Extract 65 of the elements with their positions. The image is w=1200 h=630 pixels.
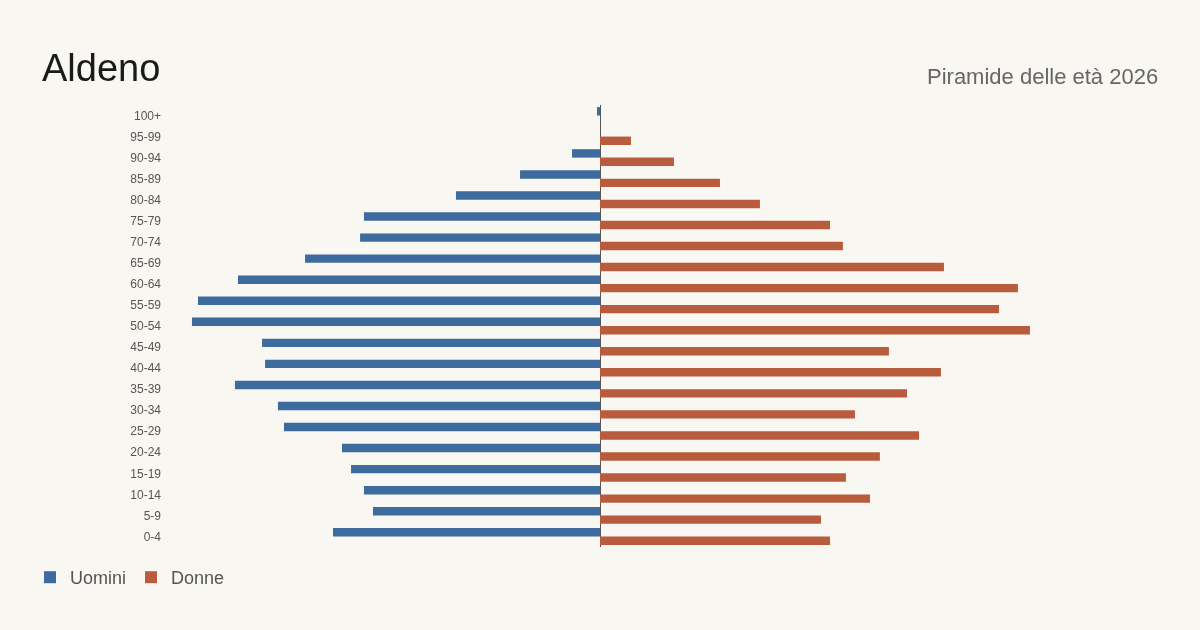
bar xyxy=(572,149,600,158)
bar xyxy=(600,536,831,545)
y-tick-label: 60-64 xyxy=(130,277,162,292)
bar xyxy=(600,157,674,167)
y-tick-label: 90-94 xyxy=(130,150,162,165)
chart-subtitle: Piramide delle età 2026 xyxy=(927,64,1159,89)
bar xyxy=(277,401,600,411)
bar xyxy=(600,494,871,503)
bar xyxy=(600,304,999,314)
y-tick-label: 35-39 xyxy=(130,382,162,397)
bar xyxy=(363,212,600,221)
y-tick-label: 75-79 xyxy=(130,213,162,228)
bar xyxy=(455,191,600,200)
bar xyxy=(600,473,846,482)
y-tick-label: 30-34 xyxy=(130,403,162,418)
y-tick-label: 20-24 xyxy=(130,445,162,460)
bar xyxy=(600,410,855,419)
bar xyxy=(363,485,600,495)
bar xyxy=(197,296,600,305)
bar xyxy=(265,359,600,369)
bar xyxy=(283,422,600,432)
y-tick-label: 10-14 xyxy=(130,487,162,502)
y-tick-label: 15-19 xyxy=(130,466,162,481)
y-tick-label: 0-4 xyxy=(143,529,162,544)
bar xyxy=(600,283,1018,293)
y-tick-label: 45-49 xyxy=(130,340,162,355)
bar xyxy=(234,380,600,390)
y-tick-label: 85-89 xyxy=(130,171,162,186)
bar xyxy=(305,254,600,263)
bar xyxy=(600,431,920,440)
y-tick-label: 25-29 xyxy=(130,424,162,439)
bar xyxy=(600,262,944,272)
bar xyxy=(332,528,600,537)
legend-label: Uomini xyxy=(70,568,127,589)
y-tick-label: 40-44 xyxy=(130,361,162,376)
bar xyxy=(262,338,600,348)
bar xyxy=(596,107,600,116)
y-tick-label: 65-69 xyxy=(130,256,162,271)
bar xyxy=(600,368,941,377)
bar xyxy=(600,515,821,524)
bar xyxy=(342,443,600,453)
bar xyxy=(600,136,631,145)
bar xyxy=(520,170,600,179)
bar xyxy=(372,507,600,516)
bar xyxy=(351,464,600,474)
y-tick-label: 50-54 xyxy=(130,319,162,334)
bar xyxy=(237,275,600,284)
bar xyxy=(600,178,720,188)
y-tick-label: 55-59 xyxy=(130,298,162,313)
bar xyxy=(600,199,760,209)
chart-title: Aldeno xyxy=(42,47,161,89)
bar xyxy=(600,389,907,398)
y-tick-label: 95-99 xyxy=(130,129,162,144)
bar xyxy=(600,220,831,230)
bar xyxy=(600,347,889,356)
y-tick-label: 100+ xyxy=(134,108,162,123)
y-tick-label: 70-74 xyxy=(130,235,162,250)
y-tick-label: 5-9 xyxy=(143,508,162,523)
bar xyxy=(600,326,1030,335)
bar xyxy=(600,452,880,461)
y-tick-label: 80-84 xyxy=(130,192,162,207)
bar xyxy=(600,241,843,251)
bar xyxy=(360,233,600,242)
bar xyxy=(191,317,600,326)
legend-label: Donne xyxy=(171,568,225,589)
